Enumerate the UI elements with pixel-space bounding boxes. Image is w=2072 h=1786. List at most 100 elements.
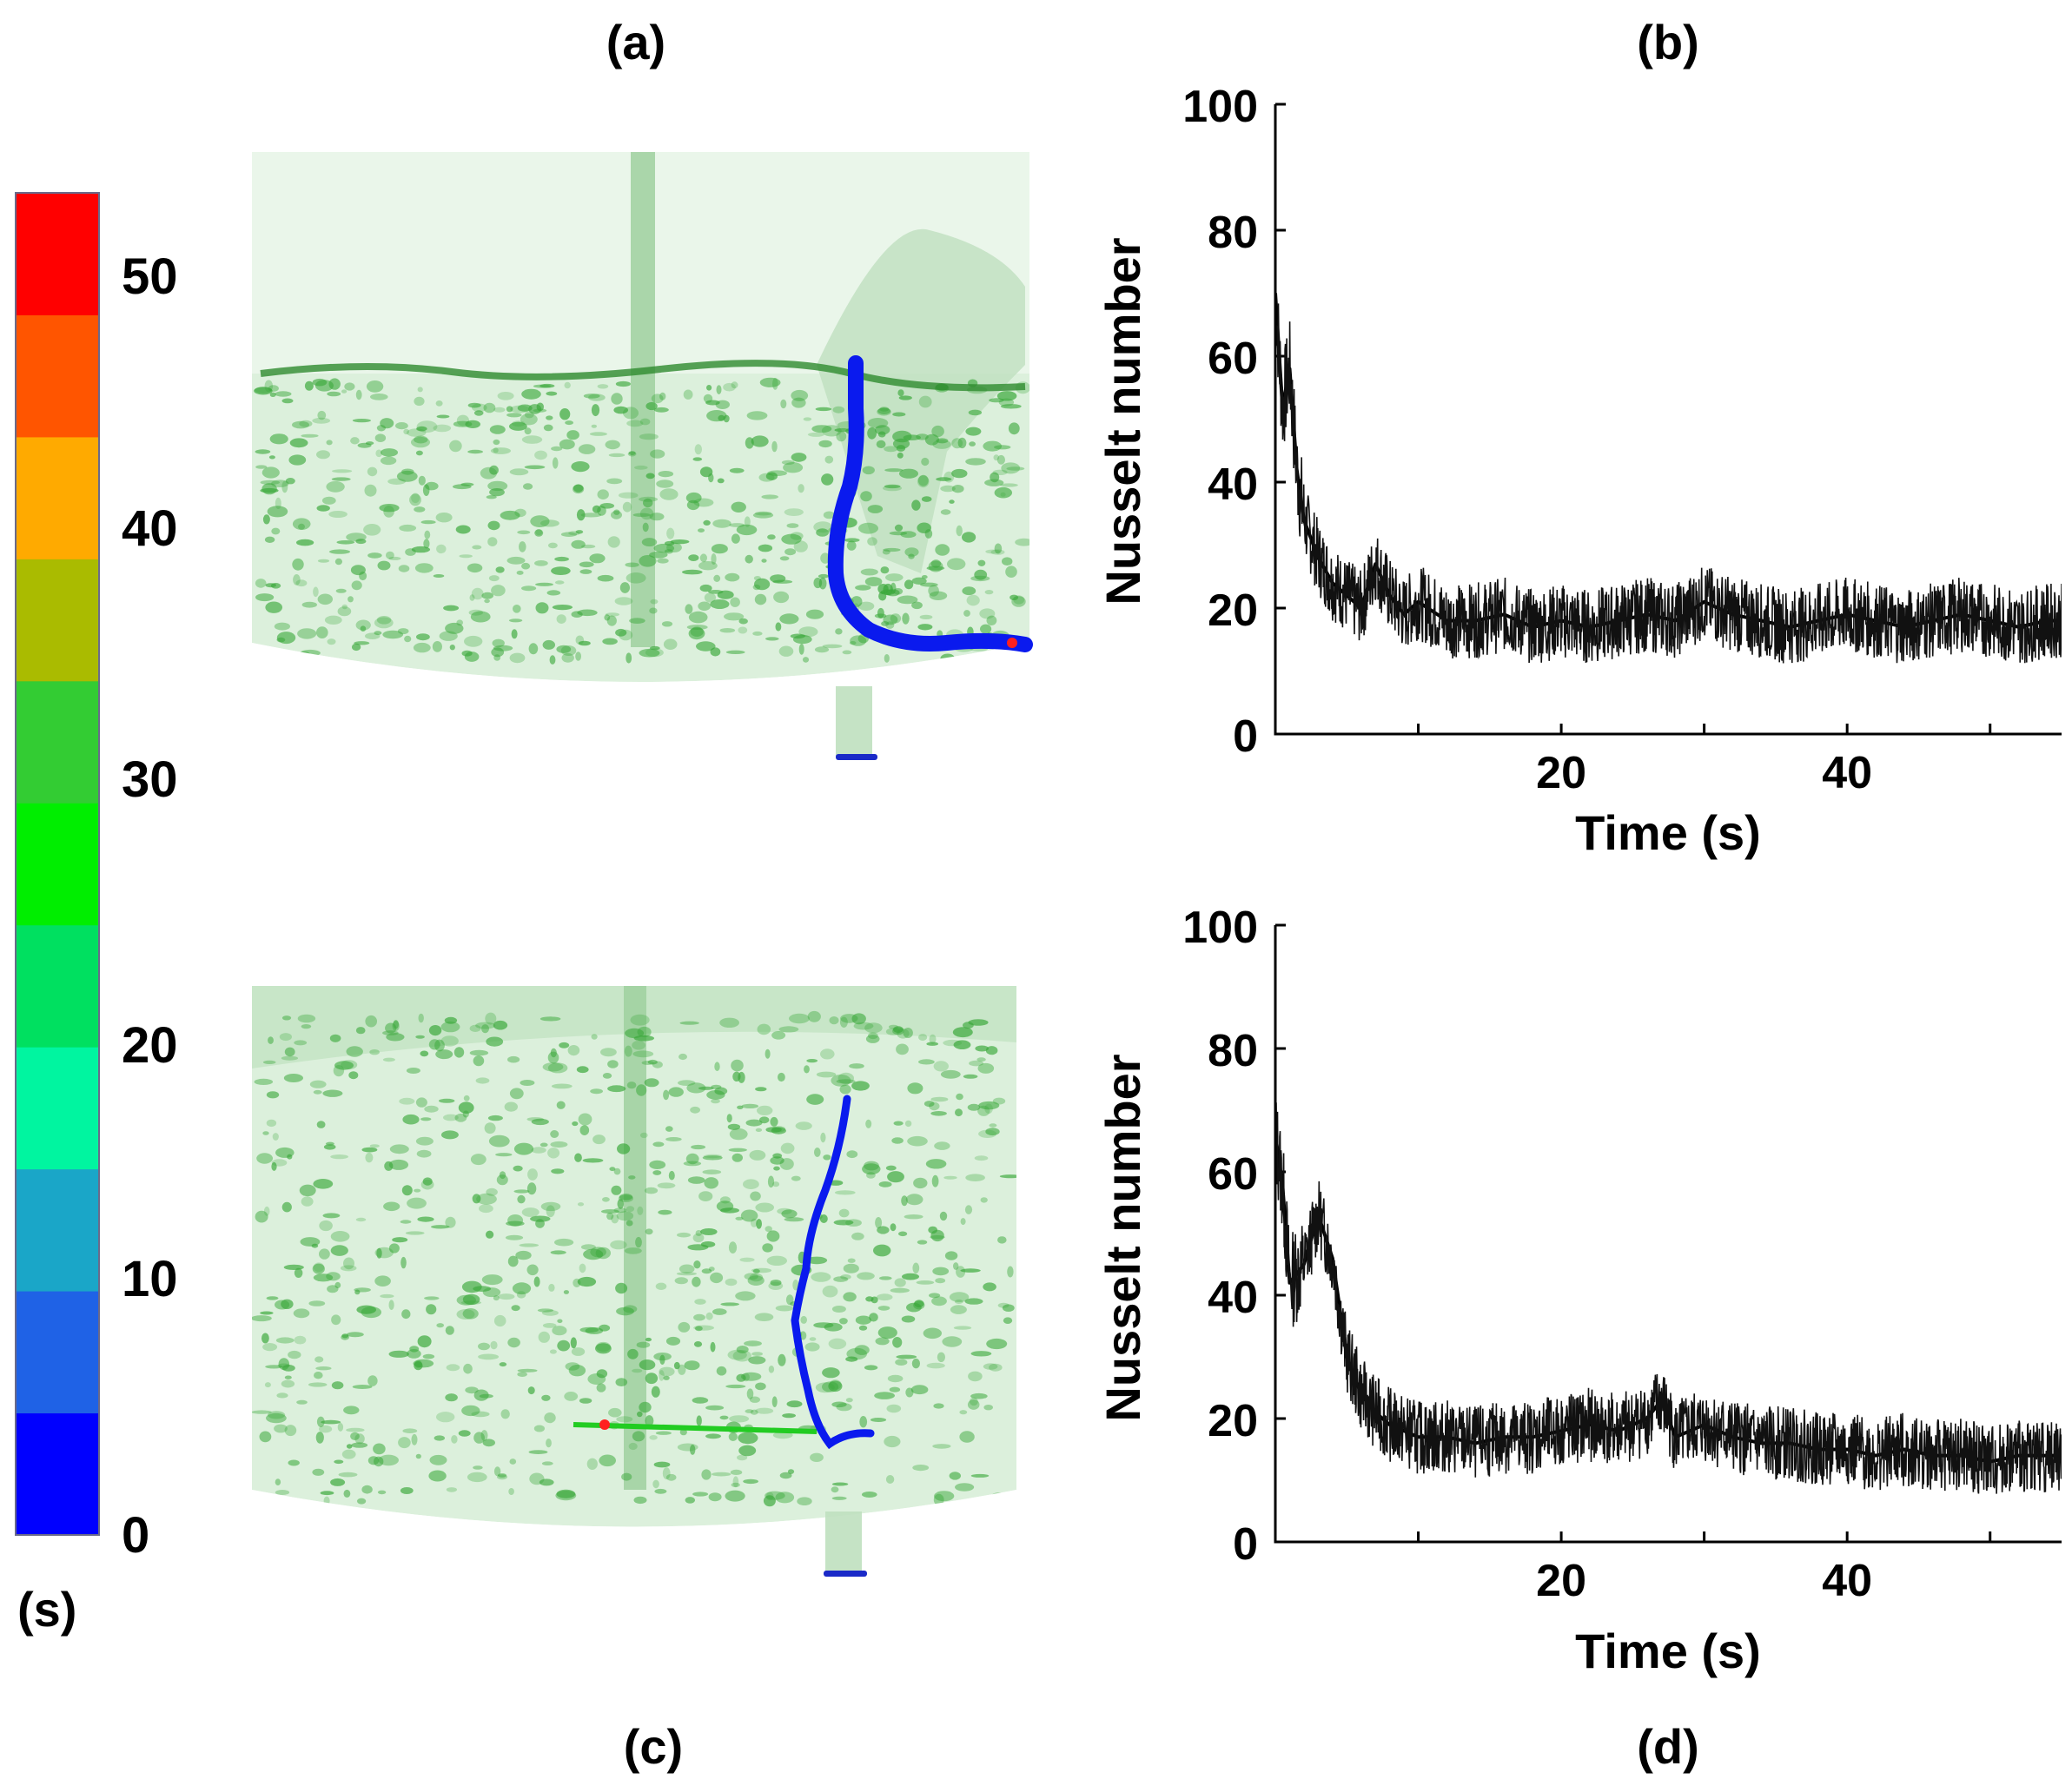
particle	[917, 475, 930, 488]
particles-a	[254, 377, 1029, 665]
particle	[758, 544, 773, 552]
particle	[943, 1039, 963, 1047]
particle	[937, 1352, 945, 1363]
particle	[436, 414, 450, 419]
particle	[565, 420, 573, 426]
particle	[313, 586, 319, 598]
particle	[586, 1458, 598, 1471]
particle	[507, 1255, 519, 1267]
particle	[780, 399, 787, 409]
particle	[332, 469, 353, 473]
particle	[755, 1382, 766, 1391]
particle	[879, 407, 890, 412]
particle	[766, 1255, 787, 1267]
particle	[688, 611, 708, 624]
particle	[773, 1166, 780, 1171]
particle	[737, 1105, 744, 1110]
particle	[579, 569, 592, 574]
particle	[355, 1217, 367, 1222]
particle	[369, 1144, 380, 1148]
y-tick-label: 80	[1208, 1026, 1258, 1076]
particle	[741, 1103, 759, 1108]
particle	[719, 1017, 739, 1029]
particle	[533, 1425, 546, 1432]
particle	[523, 483, 533, 490]
chart-d-ticks: 0 20 40 60 80 100 20 40	[1182, 903, 1992, 1606]
particle	[637, 1206, 644, 1215]
particle	[814, 646, 830, 653]
particle	[829, 1379, 842, 1390]
particle	[292, 420, 309, 429]
particle	[932, 1267, 950, 1276]
particle	[724, 612, 745, 621]
particle	[798, 484, 804, 493]
particle	[435, 400, 443, 407]
particle	[770, 1116, 778, 1127]
particle	[443, 605, 460, 612]
particle	[903, 1028, 913, 1038]
particle	[752, 584, 761, 591]
particle	[811, 1272, 831, 1282]
particle	[765, 1491, 785, 1500]
particle	[731, 501, 746, 513]
particle	[836, 431, 847, 442]
particle	[488, 575, 500, 582]
particle	[756, 1219, 762, 1229]
particle	[609, 1167, 616, 1172]
particle	[858, 522, 878, 534]
colorbar: 0 10 20 30 40 50 (s)	[15, 192, 178, 1637]
particle	[994, 543, 1003, 554]
particle	[284, 1375, 292, 1379]
particle	[413, 642, 431, 653]
particle	[849, 641, 857, 645]
particle	[673, 1361, 680, 1370]
particle	[921, 496, 932, 502]
particle	[645, 473, 655, 480]
particle	[534, 450, 547, 460]
particle	[481, 1024, 489, 1034]
particle	[968, 1371, 983, 1382]
particle	[411, 493, 420, 504]
particle	[723, 382, 736, 392]
particle	[327, 1285, 339, 1293]
particle	[512, 1282, 532, 1295]
particle	[278, 1358, 289, 1371]
particle	[521, 435, 543, 444]
particle	[395, 422, 408, 430]
particle	[294, 1040, 308, 1046]
particle	[567, 1045, 580, 1056]
particle	[690, 1106, 700, 1114]
particle	[877, 1306, 890, 1311]
particle	[901, 1195, 908, 1207]
particle	[693, 498, 714, 507]
particle	[730, 1469, 743, 1475]
particle	[552, 1326, 567, 1336]
particle	[705, 400, 720, 406]
particle	[382, 630, 404, 639]
particle	[556, 614, 566, 624]
particle	[524, 465, 546, 470]
particle	[725, 1278, 738, 1287]
particle	[264, 380, 274, 393]
particle	[831, 1486, 839, 1493]
particle	[952, 1027, 973, 1038]
particle	[417, 1216, 434, 1222]
particle	[336, 540, 355, 545]
particle	[585, 1327, 604, 1334]
particle	[954, 1300, 963, 1304]
particle	[611, 510, 622, 519]
particle	[923, 1327, 943, 1340]
particle	[330, 1478, 346, 1486]
particle	[554, 580, 565, 585]
particle	[663, 638, 678, 650]
particle	[267, 506, 288, 518]
particle	[328, 511, 348, 518]
particle	[317, 410, 327, 420]
particle	[875, 1217, 883, 1229]
particle	[834, 1190, 856, 1195]
particle	[407, 1197, 427, 1209]
particle	[688, 627, 705, 640]
particle	[686, 625, 708, 630]
particle	[366, 380, 384, 393]
particle	[748, 1356, 766, 1365]
